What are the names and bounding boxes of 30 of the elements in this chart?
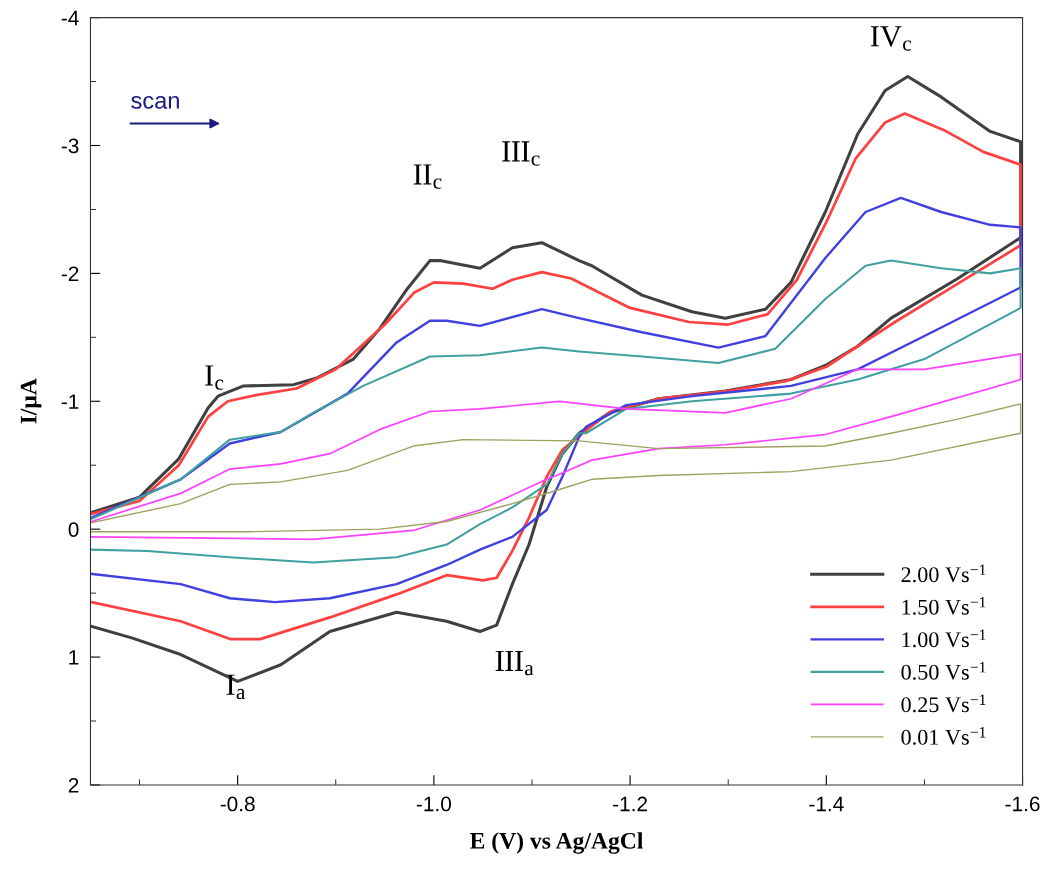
annotation: I$_{a}$	[226, 674, 246, 700]
legend-label: 1.00 Vs$^{−1}$	[902, 629, 986, 648]
line-series	[90, 353, 1022, 541]
x-tick-label: -1.4	[809, 796, 844, 812]
x-tick-label: -0.8	[220, 796, 255, 812]
x-tick-label: -1.2	[613, 796, 647, 812]
annotation: I$_{c}$	[205, 365, 224, 390]
y-tick-label: 0	[68, 522, 79, 537]
annotation: III$_{c}$	[502, 141, 540, 166]
x-axis-title: E (V) vs Ag/AgCl	[470, 832, 644, 854]
annotation: IV$_{c}$	[870, 26, 912, 51]
line-series	[90, 259, 1022, 564]
annotation: scan	[131, 95, 179, 109]
annotation: II$_{c}$	[413, 164, 442, 189]
x-tick-label: -1.6	[1005, 796, 1040, 812]
legend-label: 0.01 Vs$^{−1}$	[901, 727, 986, 745]
y-axis-title: I/μA	[20, 378, 42, 424]
y-tick-label: -4	[61, 10, 79, 26]
annotation: III$_{a}$	[495, 650, 534, 676]
y-tick-label: -2	[61, 266, 79, 281]
y-tick-label: -1	[61, 394, 79, 409]
y-tick-label: -3	[61, 138, 79, 154]
y-tick-label: 1	[69, 650, 79, 665]
legend-label: 1.50 Vs$^{−1}$	[902, 597, 986, 615]
legend-label: 0.25 Vs$^{−1}$	[901, 694, 986, 713]
legend-label: 0.50 Vs$^{−1}$	[901, 662, 986, 680]
line-series	[90, 403, 1022, 533]
x-tick-label: -1.0	[416, 796, 451, 812]
legend-label: 2.00 Vs$^{−1}$	[901, 564, 986, 583]
y-tick-label: 2	[68, 777, 79, 793]
